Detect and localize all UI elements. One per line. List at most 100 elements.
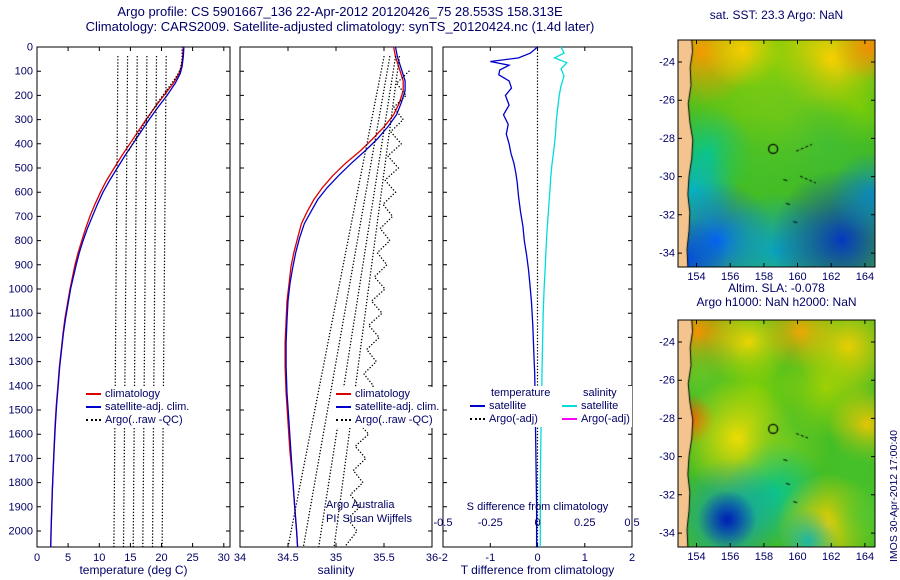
svg-text:-26: -26 <box>659 375 675 387</box>
svg-text:-30: -30 <box>659 451 675 463</box>
svg-text:500: 500 <box>15 163 33 175</box>
svg-text:15: 15 <box>124 552 136 564</box>
svg-text:-32: -32 <box>659 209 675 221</box>
svg-text:1300: 1300 <box>9 356 33 368</box>
svg-text:-28: -28 <box>659 413 675 425</box>
climatology-line-sample <box>336 393 351 396</box>
legend-label: Argo(-adj) <box>581 413 630 425</box>
svg-text:400: 400 <box>15 138 33 150</box>
svg-text:-34: -34 <box>659 528 675 540</box>
legend-item: satellite <box>562 400 630 413</box>
legend-column-header: salinity <box>583 387 617 399</box>
svg-text:10: 10 <box>93 552 105 564</box>
legend-item: Argo(-adj) <box>562 413 630 426</box>
svg-text:1500: 1500 <box>9 405 33 417</box>
svg-text:20: 20 <box>155 552 167 564</box>
legend-label: Argo(..raw -QC) <box>355 414 433 426</box>
pi-label: PI: Susan Wijffels <box>326 513 412 525</box>
argo-dotted-line-sample <box>470 418 485 421</box>
temperature-panel-legend: climatology satellite-adj. clim. Argo(..… <box>84 387 192 428</box>
legend-label: Argo(..raw -QC) <box>105 414 183 426</box>
svg-text:1400: 1400 <box>9 380 33 392</box>
figure-title-line1: Argo profile: CS 5901667_136 22-Apr-2012… <box>117 4 563 19</box>
legend-item: satellite-adj. clim. <box>86 401 189 414</box>
legend-label: satellite-adj. clim. <box>105 401 190 413</box>
svg-text:-32: -32 <box>659 489 675 501</box>
svg-text:1900: 1900 <box>9 501 33 513</box>
s-diff-tick: -0.25 <box>477 517 503 529</box>
svg-text:25: 25 <box>186 552 198 564</box>
legend-item: Argo(..raw -QC) <box>336 414 439 427</box>
svg-text:5: 5 <box>65 552 71 564</box>
svg-text:1700: 1700 <box>9 453 33 465</box>
legend-item: climatology <box>336 388 439 401</box>
svg-text:154: 154 <box>687 551 705 563</box>
s-diff-tick: 0 <box>534 517 541 529</box>
svg-text:100: 100 <box>15 66 33 78</box>
svg-text:0: 0 <box>534 552 540 564</box>
legend-item: Argo(..raw -QC) <box>86 414 189 427</box>
svg-text:30: 30 <box>218 552 230 564</box>
svg-text:0: 0 <box>27 42 33 54</box>
s-diff-tick: -0.5 <box>433 517 453 529</box>
svg-text:-34: -34 <box>659 248 675 260</box>
svg-text:156: 156 <box>721 551 739 563</box>
svg-text:T difference from climatology: T difference from climatology <box>461 563 615 577</box>
legend-column-header: temperature <box>491 387 551 399</box>
timestamp-watermark: IMOS 30-Apr-2012 17:00:40 <box>888 430 900 562</box>
svg-text:0: 0 <box>34 552 40 564</box>
sst-map-title: sat. SST: 23.3 Argo: NaN <box>709 8 844 22</box>
climatology-line-sample <box>86 393 101 396</box>
legend-item: satellite-adj. clim. <box>336 401 439 414</box>
s-diff-tick: 0.5 <box>624 517 640 529</box>
svg-text:2000: 2000 <box>9 526 33 538</box>
legend-label: satellite <box>581 400 619 412</box>
svg-text:-30: -30 <box>659 171 675 183</box>
difference-legend-temperature-column: temperature satellite Argo(-adj) <box>468 386 553 427</box>
sla-map-title-line1: Altim. SLA: -0.078 <box>728 281 825 295</box>
satellite-line-sample <box>336 406 351 409</box>
argo-australia-label: Argo Australia <box>326 499 395 511</box>
svg-text:1100: 1100 <box>9 308 33 320</box>
svg-text:1: 1 <box>582 552 588 564</box>
legend-item: satellite <box>470 400 550 413</box>
legend-label: climatology <box>105 388 161 400</box>
svg-text:35.5: 35.5 <box>373 552 394 564</box>
svg-text:-24: -24 <box>659 337 675 349</box>
svg-text:36: 36 <box>426 552 438 564</box>
sst-map-canvas <box>678 40 875 267</box>
svg-text:700: 700 <box>15 211 33 223</box>
legend-item: climatology <box>86 388 189 401</box>
satellite-line-sample <box>86 406 101 409</box>
svg-text:200: 200 <box>15 90 33 102</box>
svg-text:temperature (deg C): temperature (deg C) <box>79 563 187 577</box>
svg-text:35: 35 <box>330 552 342 564</box>
svg-text:salinity: salinity <box>318 563 355 577</box>
salinity-panel-legend: climatology satellite-adj. clim. Argo(..… <box>334 387 442 428</box>
legend-label: Argo(-adj) <box>489 413 538 425</box>
figure-title-line2: Climatology: CARS2009. Satellite-adjuste… <box>85 19 595 34</box>
sla-map-canvas <box>678 320 875 547</box>
svg-text:-24: -24 <box>659 57 675 69</box>
legend-label: satellite-adj. clim. <box>355 401 440 413</box>
svg-text:600: 600 <box>15 187 33 199</box>
legend-label: climatology <box>355 388 411 400</box>
svg-text:164: 164 <box>856 551 874 563</box>
legend-item: Argo(-adj) <box>470 413 550 426</box>
svg-text:-28: -28 <box>659 133 675 145</box>
svg-text:-2: -2 <box>438 552 448 564</box>
svg-text:300: 300 <box>15 114 33 126</box>
svg-text:34.5: 34.5 <box>277 552 298 564</box>
s-diff-tick: 0.25 <box>574 517 596 529</box>
svg-text:1000: 1000 <box>9 284 33 296</box>
svg-text:2: 2 <box>629 552 635 564</box>
legend-label: satellite <box>489 400 527 412</box>
svg-text:800: 800 <box>15 235 33 247</box>
svg-text:900: 900 <box>15 259 33 271</box>
svg-text:158: 158 <box>755 551 773 563</box>
argo-magenta-line-sample <box>562 418 577 421</box>
difference-legend-salinity-column: salinity satellite Argo(-adj) <box>560 386 632 427</box>
argo-dotted-line-sample <box>86 419 101 422</box>
svg-text:162: 162 <box>822 551 840 563</box>
satellite-cyan-line-sample <box>562 405 577 408</box>
